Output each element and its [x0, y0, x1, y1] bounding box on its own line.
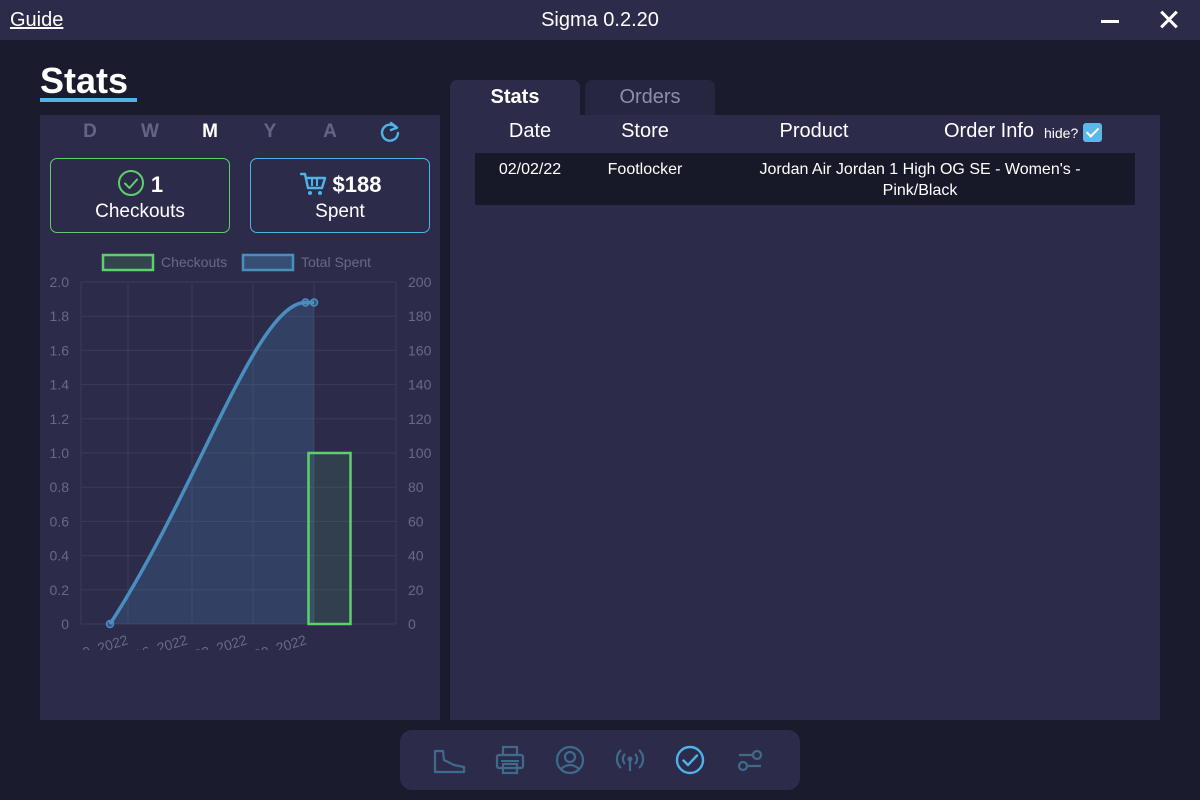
y-right-tick-label: 0: [408, 616, 416, 632]
y-right-tick-label: 40: [408, 548, 424, 564]
header-date: Date: [508, 120, 552, 142]
table-row[interactable]: 02/02/22 Footlocker Jordan Air Jordan 1 …: [475, 153, 1135, 205]
minimize-icon[interactable]: [1098, 8, 1122, 32]
range-year-button[interactable]: Y: [263, 121, 277, 142]
title-bar: Guide Sigma 0.2.20: [0, 0, 1200, 40]
settings-sliders-icon[interactable]: [732, 742, 768, 778]
row-product-line-2: Pink/Black: [882, 182, 958, 199]
spent-card: $188 Spent: [250, 158, 430, 233]
y-left-tick-label: 0: [61, 616, 69, 632]
y-left-tick-label: 1.0: [50, 445, 70, 461]
range-month-button[interactable]: M: [202, 121, 218, 142]
y-right-tick-label: 80: [408, 479, 424, 495]
legend-swatch: [101, 253, 155, 272]
spent-amount: $188: [332, 172, 382, 197]
range-week-button[interactable]: W: [141, 121, 159, 142]
stats-panel: D W M Y A 1 Checkouts: [40, 115, 440, 720]
total-spent-line: [108, 300, 314, 625]
header-product: Product: [779, 120, 849, 142]
y-right-tick-label: 160: [408, 342, 432, 358]
tab-stats[interactable]: Stats: [450, 80, 580, 115]
app-title: Sigma 0.2.20: [541, 9, 659, 31]
total-spent-point: [105, 619, 115, 629]
cart-icon: [299, 169, 327, 202]
header-order-info: Order Info: [944, 120, 1035, 142]
y-left-tick-label: 2.0: [50, 274, 70, 290]
row-store: Footlocker: [607, 161, 683, 178]
row-date: 02/02/22: [498, 161, 562, 178]
shoe-icon[interactable]: [432, 742, 468, 778]
guide-link[interactable]: Guide: [10, 9, 64, 31]
y-left-tick-label: 1.8: [50, 308, 70, 324]
y-left-tick-label: 1.2: [50, 411, 70, 427]
tab-orders[interactable]: Orders: [585, 80, 715, 115]
y-left-tick-label: 0.2: [50, 582, 70, 598]
bottom-dock: [400, 730, 800, 790]
range-day-button[interactable]: D: [83, 121, 97, 142]
y-left-tick-label: 1.6: [50, 342, 70, 358]
y-left-tick-label: 0.6: [50, 513, 70, 529]
y-right-tick-label: 20: [408, 582, 424, 598]
total-spent-point: [301, 298, 310, 307]
orders-panel: Date Store Product Order Info hide? 02/0…: [450, 115, 1160, 720]
y-right-tick-label: 60: [408, 513, 424, 529]
legend-label: Checkouts: [161, 254, 227, 270]
y-right-tick-label: 200: [408, 274, 432, 290]
checkouts-bar: [307, 451, 352, 626]
checkouts-count: 1: [150, 172, 164, 197]
profile-icon[interactable]: [552, 742, 588, 778]
hide-checkbox[interactable]: [1083, 123, 1103, 142]
proxy-icon[interactable]: [612, 742, 648, 778]
checkouts-label: Checkouts: [95, 201, 185, 222]
x-tick-label: Jan 9, 2022: [55, 632, 130, 650]
y-left-tick-label: 0.8: [50, 479, 70, 495]
legend-swatch: [241, 253, 295, 272]
hide-label: hide?: [1044, 124, 1079, 141]
y-left-tick-label: 1.4: [50, 377, 70, 393]
check-circle-icon: [117, 169, 145, 202]
row-product-line-1: Jordan Air Jordan 1 High OG SE - Women's…: [759, 161, 1081, 178]
checkout-check-icon[interactable]: [672, 742, 708, 778]
row-product: Jordan Air Jordan 1 High OG SE - Women's…: [720, 159, 1120, 201]
total-spent-point: [309, 298, 319, 307]
page-title-underline: [40, 98, 137, 102]
hide-toggle: hide?: [1044, 123, 1103, 142]
page-title: Stats: [40, 60, 129, 101]
close-icon[interactable]: [1157, 8, 1181, 32]
y-right-tick-label: 120: [408, 411, 432, 427]
total-spent-area-fill: [110, 302, 314, 624]
checkouts-card: 1 Checkouts: [50, 158, 230, 233]
refresh-icon[interactable]: [377, 119, 403, 145]
printer-icon[interactable]: [492, 742, 528, 778]
legend-label: Total Spent: [301, 254, 371, 270]
y-right-tick-label: 100: [408, 445, 432, 461]
y-right-tick-label: 180: [408, 308, 432, 324]
header-store: Store: [621, 120, 669, 142]
y-left-tick-label: 0.4: [50, 548, 70, 564]
y-right-tick-label: 140: [408, 377, 432, 393]
stats-chart: 2.01.81.61.41.21.00.80.60.40.20200180160…: [50, 253, 432, 650]
spent-label: Spent: [315, 201, 365, 222]
range-all-button[interactable]: A: [323, 121, 337, 142]
